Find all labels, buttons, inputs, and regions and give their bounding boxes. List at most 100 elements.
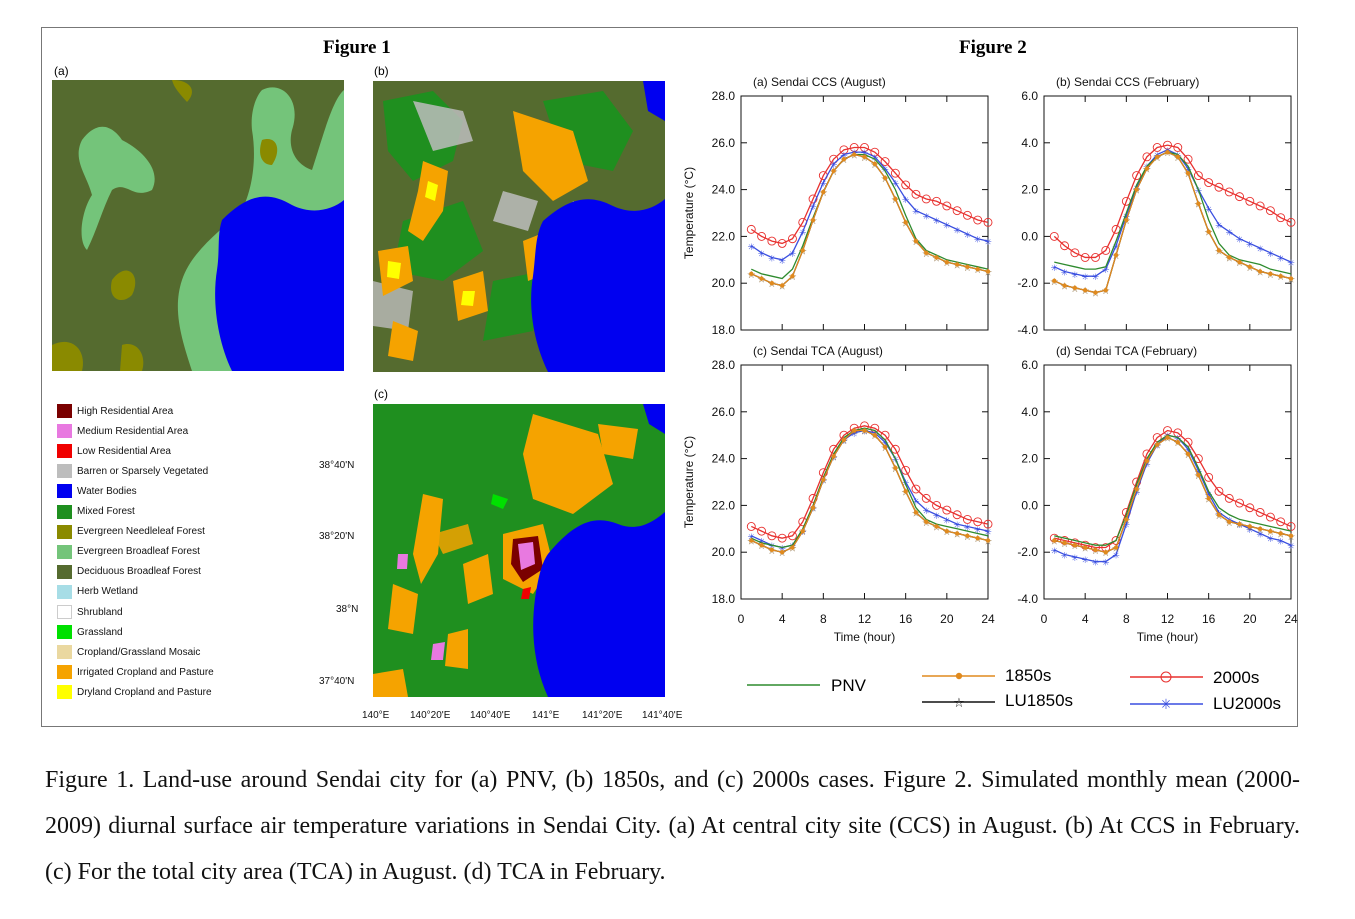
data-point xyxy=(1132,171,1142,181)
x-tick-label: 20 xyxy=(1243,612,1257,626)
data-point: ✳ xyxy=(974,236,982,246)
legend-swatch xyxy=(57,464,72,479)
data-point xyxy=(973,517,983,527)
data-point xyxy=(1173,428,1183,438)
legend-label-2000s: 2000s xyxy=(1213,668,1260,687)
legend-label: Medium Residential Area xyxy=(77,425,189,437)
data-point: ✳ xyxy=(1256,530,1264,540)
data-point xyxy=(1142,152,1152,162)
data-point xyxy=(880,157,890,166)
data-point: ✳ xyxy=(1081,273,1089,283)
series-line-lu2000s xyxy=(1054,434,1292,563)
data-point: ✳ xyxy=(1287,542,1295,552)
x-tick-label: 4 xyxy=(779,612,786,626)
data-point xyxy=(746,522,756,531)
data-point xyxy=(962,514,972,524)
y-tick-label: 2.0 xyxy=(1021,452,1038,466)
lat-label: 38°20'N xyxy=(319,531,355,542)
data-point xyxy=(911,189,921,199)
data-point xyxy=(749,538,754,543)
data-point xyxy=(944,259,950,265)
data-point xyxy=(924,250,929,255)
y-tick-label: 18.0 xyxy=(712,592,736,606)
data-point xyxy=(1278,531,1283,536)
data-point xyxy=(903,220,908,225)
data-point: ✳ xyxy=(892,180,900,190)
data-point xyxy=(1257,526,1263,531)
data-point xyxy=(769,281,775,286)
legend-swatch xyxy=(57,685,72,700)
series-line-2000s xyxy=(751,425,989,539)
x-tick-label: 16 xyxy=(1202,612,1216,626)
data-point: ✳ xyxy=(984,528,992,538)
data-point xyxy=(1288,533,1294,539)
data-point xyxy=(800,528,805,534)
data-point xyxy=(1082,288,1088,293)
data-point xyxy=(934,524,939,529)
data-point xyxy=(1111,536,1121,545)
data-point xyxy=(1216,248,1222,253)
data-point xyxy=(1163,426,1172,435)
legend-item: Irrigated Cropland and Pasture xyxy=(57,665,214,680)
legend-label: Shrubland xyxy=(77,606,123,618)
y-tick-label: 4.0 xyxy=(1021,405,1038,419)
legend-label-pnv: PNV xyxy=(831,676,866,695)
series-line-2000s xyxy=(1053,144,1292,259)
data-point: ✳ xyxy=(943,222,951,232)
data-point xyxy=(1255,201,1265,211)
data-point xyxy=(1276,517,1286,527)
y-tick-label: 26.0 xyxy=(712,405,736,419)
y-tick-label: 0.0 xyxy=(1021,498,1038,512)
data-point: ✳ xyxy=(933,217,941,227)
series-line-pnv xyxy=(1054,151,1292,275)
data-point: ✳ xyxy=(758,250,766,260)
y-tick-label: 28.0 xyxy=(712,358,736,372)
data-point: ✳ xyxy=(850,430,858,440)
legend-item: Barren or Sparsely Vegetated xyxy=(57,464,208,479)
data-point xyxy=(934,255,939,260)
legend-item: Dryland Cropland and Pasture xyxy=(57,685,212,700)
data-point xyxy=(1185,171,1191,176)
legend-item: Low Residential Area xyxy=(57,444,171,459)
lat-label: 37°40'N xyxy=(319,676,355,687)
data-point xyxy=(831,168,836,174)
data-point xyxy=(942,505,952,515)
data-point xyxy=(942,201,952,211)
data-point xyxy=(808,194,818,204)
data-point xyxy=(777,533,787,543)
data-point: ✳ xyxy=(799,229,807,239)
y-axis-label: Temperature (°C) xyxy=(682,167,696,259)
legend-item: Cropland/Grassland Mosaic xyxy=(57,645,200,660)
y-tick-label: 22.0 xyxy=(712,498,736,512)
y-tick-label: 2.0 xyxy=(1021,183,1038,197)
x-tick-label: 24 xyxy=(1284,612,1298,626)
data-point xyxy=(870,423,880,433)
data-point: ✳ xyxy=(953,226,961,236)
y-tick-label: -4.0 xyxy=(1017,592,1038,606)
data-point: ✳ xyxy=(881,439,889,449)
data-point xyxy=(975,535,980,541)
x-tick-label: 12 xyxy=(1161,612,1175,626)
data-point: ✳ xyxy=(1267,250,1275,260)
data-point xyxy=(1165,149,1170,155)
data-point xyxy=(849,143,859,152)
y-tick-label: -2.0 xyxy=(1017,276,1038,290)
data-point xyxy=(862,154,867,160)
data-point: ✳ xyxy=(1071,271,1079,281)
data-point: ✳ xyxy=(1051,264,1059,274)
data-point xyxy=(841,437,847,443)
data-point xyxy=(790,545,795,550)
data-point: ✳ xyxy=(943,516,951,526)
data-point xyxy=(779,283,785,288)
x-tick-label: 4 xyxy=(1082,612,1089,626)
data-point xyxy=(952,510,962,520)
y-tick-label: 28.0 xyxy=(712,89,736,103)
data-point xyxy=(1257,269,1263,274)
data-point xyxy=(852,152,857,157)
series-line-pnv xyxy=(1054,434,1292,546)
data-point xyxy=(893,196,898,202)
figure-caption: Figure 1. Land-use around Sendai city fo… xyxy=(45,767,1300,885)
data-point: ✳ xyxy=(768,254,776,264)
legend-label-lu1850s: LU1850s xyxy=(1005,691,1074,710)
map-panel-c xyxy=(373,404,665,697)
